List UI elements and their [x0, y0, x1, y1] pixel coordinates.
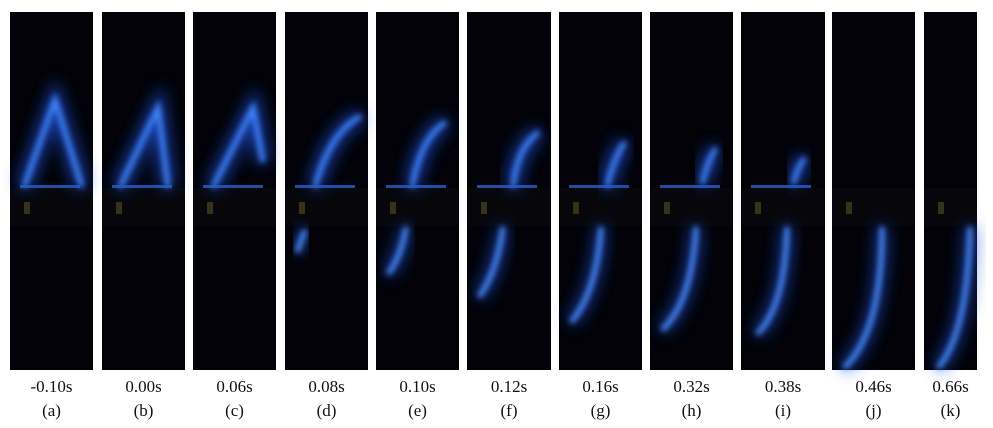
- burner-band: [10, 188, 93, 226]
- panel-label: (c): [225, 401, 244, 420]
- time-label: 0.66s: [932, 377, 968, 396]
- burner-band: [832, 188, 915, 226]
- flame-photo: [741, 12, 825, 370]
- time-label: 0.32s: [673, 377, 709, 396]
- burner-band: [285, 188, 368, 226]
- burner-band: [467, 188, 551, 226]
- burner-glint: [846, 202, 852, 214]
- burner-band: [650, 188, 733, 226]
- burner-band: [924, 188, 977, 226]
- flame-photo: [193, 12, 276, 370]
- panel-label: (b): [134, 401, 154, 420]
- time-label: 0.16s: [582, 377, 618, 396]
- burner-rim: [112, 185, 172, 188]
- time-label: 0.46s: [855, 377, 891, 396]
- burner-glint: [116, 202, 122, 214]
- burner-band: [376, 188, 459, 226]
- flame-photo: [650, 12, 733, 370]
- panel-label: (k): [941, 401, 961, 420]
- flame-photo: [285, 12, 368, 370]
- burner-glint: [24, 202, 30, 214]
- panel-label: (i): [775, 401, 791, 420]
- burner-glint: [390, 202, 396, 214]
- burner-rim: [751, 185, 811, 188]
- flame-photo: [467, 12, 551, 370]
- burner-band: [741, 188, 825, 226]
- burner-band: [193, 188, 276, 226]
- panel-label: (f): [501, 401, 518, 420]
- burner-glint: [207, 202, 213, 214]
- burner-glint: [664, 202, 670, 214]
- time-label: 0.00s: [125, 377, 161, 396]
- flame-photo: [102, 12, 185, 370]
- time-label: -0.10s: [30, 377, 72, 396]
- time-label: 0.12s: [491, 377, 527, 396]
- time-label: 0.08s: [308, 377, 344, 396]
- panel-label: (h): [682, 401, 702, 420]
- panel-label: (a): [42, 401, 61, 420]
- flame-figure: -0.10s (a) 0.00s (b) 0.06s (c) 0.08s (d) 0.10s (e…: [0, 0, 993, 423]
- flame-photo: [924, 12, 977, 370]
- panel-label: (d): [317, 401, 337, 420]
- burner-rim: [386, 185, 446, 188]
- burner-glint: [299, 202, 305, 214]
- time-label: 0.06s: [216, 377, 252, 396]
- burner-rim: [20, 185, 80, 188]
- panel-label: (j): [865, 401, 881, 420]
- panel-label: (e): [408, 401, 427, 420]
- burner-band: [102, 188, 185, 226]
- flame-photo: [832, 12, 915, 370]
- burner-rim: [477, 185, 537, 188]
- burner-glint: [938, 202, 944, 214]
- burner-rim: [203, 185, 263, 188]
- time-label: 0.38s: [765, 377, 801, 396]
- flame-photo: [559, 12, 642, 370]
- burner-band: [559, 188, 642, 226]
- flame-photo: [376, 12, 459, 370]
- flame-photo: [10, 12, 93, 370]
- burner-glint: [573, 202, 579, 214]
- time-label: 0.10s: [399, 377, 435, 396]
- burner-rim: [295, 185, 355, 188]
- burner-glint: [481, 202, 487, 214]
- panel-label: (g): [591, 401, 611, 420]
- burner-glint: [755, 202, 761, 214]
- burner-rim: [660, 185, 720, 188]
- burner-rim: [569, 185, 629, 188]
